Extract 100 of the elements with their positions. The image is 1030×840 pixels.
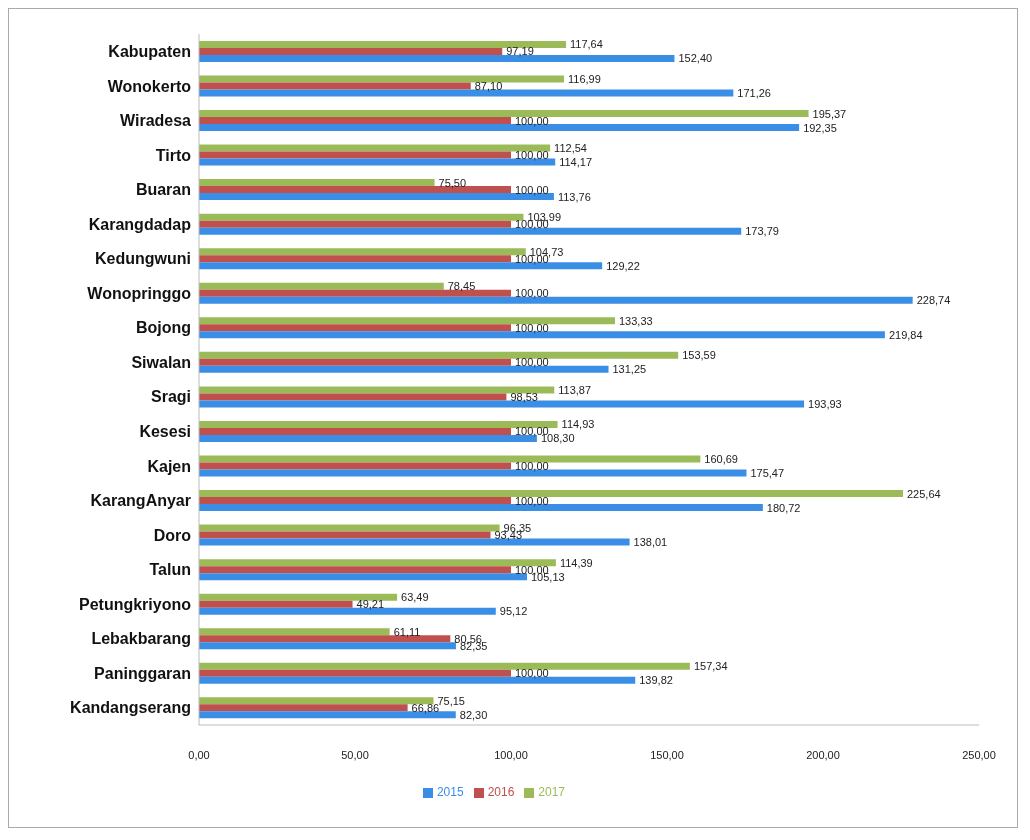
data-label: 117,64 — [570, 38, 603, 51]
y-tick-label: Buaran — [135, 181, 191, 199]
data-label: 82,30 — [459, 708, 488, 721]
x-tick-label: 250,00 — [962, 748, 996, 761]
y-tick-label: Paninggaran — [94, 664, 191, 682]
data-label: 114,93 — [561, 418, 595, 431]
data-label: 66,86 — [411, 701, 440, 714]
bar — [199, 151, 511, 159]
y-tick-label: Lebakbarang — [91, 630, 191, 648]
bar — [199, 531, 491, 539]
bar — [199, 662, 690, 670]
data-label: 152,40 — [678, 52, 713, 65]
y-tick-label: Karangdadap — [88, 215, 192, 233]
bar — [199, 351, 679, 359]
bar — [199, 455, 701, 463]
bar — [199, 497, 511, 505]
data-label: 78,45 — [447, 280, 476, 293]
data-label: 100,00 — [515, 667, 549, 680]
data-label: 225,64 — [907, 487, 941, 500]
bar — [199, 40, 567, 48]
data-label: 113,76 — [557, 190, 591, 203]
y-tick-label: KarangAnyar — [90, 492, 191, 510]
bar — [199, 462, 511, 470]
bar — [199, 110, 809, 118]
data-label: 195,37 — [812, 107, 847, 120]
bar — [199, 524, 500, 532]
x-tick-label: 100,00 — [494, 748, 528, 761]
legend-label: 2015 — [436, 785, 464, 799]
data-label: 175,47 — [750, 467, 785, 480]
bar — [199, 144, 551, 152]
bar — [199, 117, 511, 125]
data-label: 61,11 — [393, 625, 421, 638]
bar — [199, 490, 903, 498]
y-tick-label: Doro — [153, 526, 192, 544]
data-label: 133,33 — [618, 314, 653, 327]
bar — [199, 600, 353, 608]
bar — [199, 248, 526, 256]
data-label: 160,69 — [704, 453, 739, 466]
y-tick-label: Wonopringgo — [87, 284, 192, 302]
bar — [199, 179, 435, 187]
data-label: 97,19 — [506, 45, 534, 58]
bar — [199, 358, 511, 366]
y-tick-label: Wonokerto — [107, 77, 192, 95]
y-tick-label: Sragi — [150, 388, 191, 406]
bar — [199, 282, 444, 290]
bar — [199, 697, 434, 705]
data-label: 100,00 — [515, 494, 549, 507]
y-tick-label: Kajen — [147, 457, 191, 475]
data-label: 153,59 — [682, 349, 716, 362]
data-label: 98,53 — [510, 390, 538, 403]
y-tick-label: Wiradesa — [120, 112, 192, 130]
bar — [199, 427, 511, 435]
bar — [199, 213, 524, 221]
y-tick-label: Kedungwuni — [95, 250, 191, 268]
data-label: 100,00 — [515, 287, 549, 300]
bar — [199, 420, 558, 428]
bar — [199, 393, 507, 401]
bar — [199, 324, 511, 332]
y-tick-label: Talun — [149, 561, 191, 579]
y-tick-label: Petungkriyono — [78, 595, 192, 613]
data-label: 116,99 — [568, 72, 601, 85]
data-label: 114,39 — [559, 556, 593, 569]
data-label: 100,00 — [515, 183, 549, 196]
bar — [199, 47, 503, 55]
data-label: 219,84 — [888, 328, 923, 341]
x-tick-label: 150,00 — [650, 748, 684, 761]
bar — [199, 559, 556, 567]
data-label: 100,00 — [515, 114, 549, 127]
data-label: 63,49 — [401, 591, 429, 604]
x-tick-label: 0,00 — [188, 748, 210, 761]
y-tick-label: Bojong — [135, 319, 191, 337]
bar — [199, 75, 565, 83]
legend-label: 2016 — [487, 785, 515, 799]
data-label: 95,12 — [499, 605, 528, 618]
y-tick-label: Kabupaten — [108, 42, 191, 60]
data-label: 112,54 — [554, 142, 587, 155]
data-label: 87,10 — [474, 79, 503, 92]
bar — [199, 386, 555, 394]
data-label: 114,17 — [559, 156, 593, 169]
x-tick-label: 50,00 — [341, 748, 369, 761]
data-label: 171,26 — [737, 86, 771, 99]
data-label: 180,72 — [766, 501, 801, 514]
bar — [199, 593, 398, 601]
data-label: 129,22 — [606, 259, 640, 272]
data-label: 139,82 — [639, 674, 673, 687]
bar — [199, 628, 390, 636]
y-tick-label: Kesesi — [139, 423, 191, 441]
y-tick-label: Siwalan — [131, 353, 191, 371]
data-label: 138,01 — [633, 536, 668, 549]
bar — [199, 704, 408, 712]
legend-label: 2017 — [538, 785, 566, 799]
data-label: 75,50 — [438, 176, 467, 189]
data-label: 173,79 — [745, 225, 779, 238]
bar — [199, 566, 511, 574]
bar — [199, 317, 615, 325]
data-label: 131,25 — [612, 363, 647, 376]
data-label: 193,93 — [808, 397, 842, 410]
data-label: 100,00 — [515, 149, 549, 162]
bar — [199, 82, 471, 90]
data-label: 100,00 — [515, 356, 549, 369]
